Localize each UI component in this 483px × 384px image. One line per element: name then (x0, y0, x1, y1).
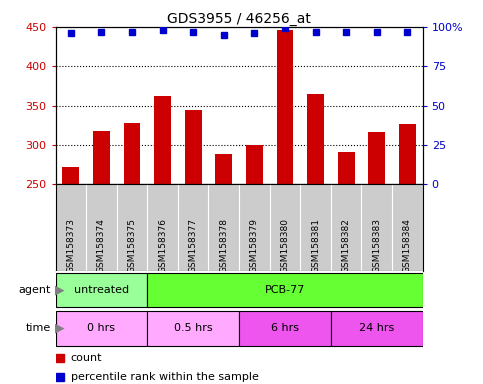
Bar (147, 311, 239, 346)
Text: count: count (71, 353, 102, 364)
Bar (124, 123, 141, 184)
Bar (93, 131, 110, 184)
Bar (331, 311, 423, 346)
Bar (277, 30, 293, 184)
Bar (147, 273, 423, 307)
Bar (399, 124, 416, 184)
Bar (56, 273, 147, 307)
Text: 0.5 hrs: 0.5 hrs (174, 323, 213, 333)
Bar (62, 167, 79, 184)
Bar (338, 152, 355, 184)
Bar (154, 96, 171, 184)
Bar (307, 94, 324, 184)
Text: 0 hrs: 0 hrs (87, 323, 115, 333)
Text: 6 hrs: 6 hrs (271, 323, 299, 333)
Text: agent: agent (18, 285, 51, 295)
Text: ▶: ▶ (55, 322, 64, 335)
Text: ▶: ▶ (55, 283, 64, 296)
Bar (369, 132, 385, 184)
Text: percentile rank within the sample: percentile rank within the sample (71, 372, 259, 382)
Bar (246, 145, 263, 184)
Text: untreated: untreated (74, 285, 129, 295)
Bar (185, 110, 201, 184)
Title: GDS3955 / 46256_at: GDS3955 / 46256_at (167, 12, 311, 26)
Bar (56, 311, 147, 346)
Bar (215, 154, 232, 184)
Bar (239, 311, 331, 346)
Text: time: time (26, 323, 51, 333)
Text: 24 hrs: 24 hrs (359, 323, 394, 333)
Text: PCB-77: PCB-77 (265, 285, 305, 295)
